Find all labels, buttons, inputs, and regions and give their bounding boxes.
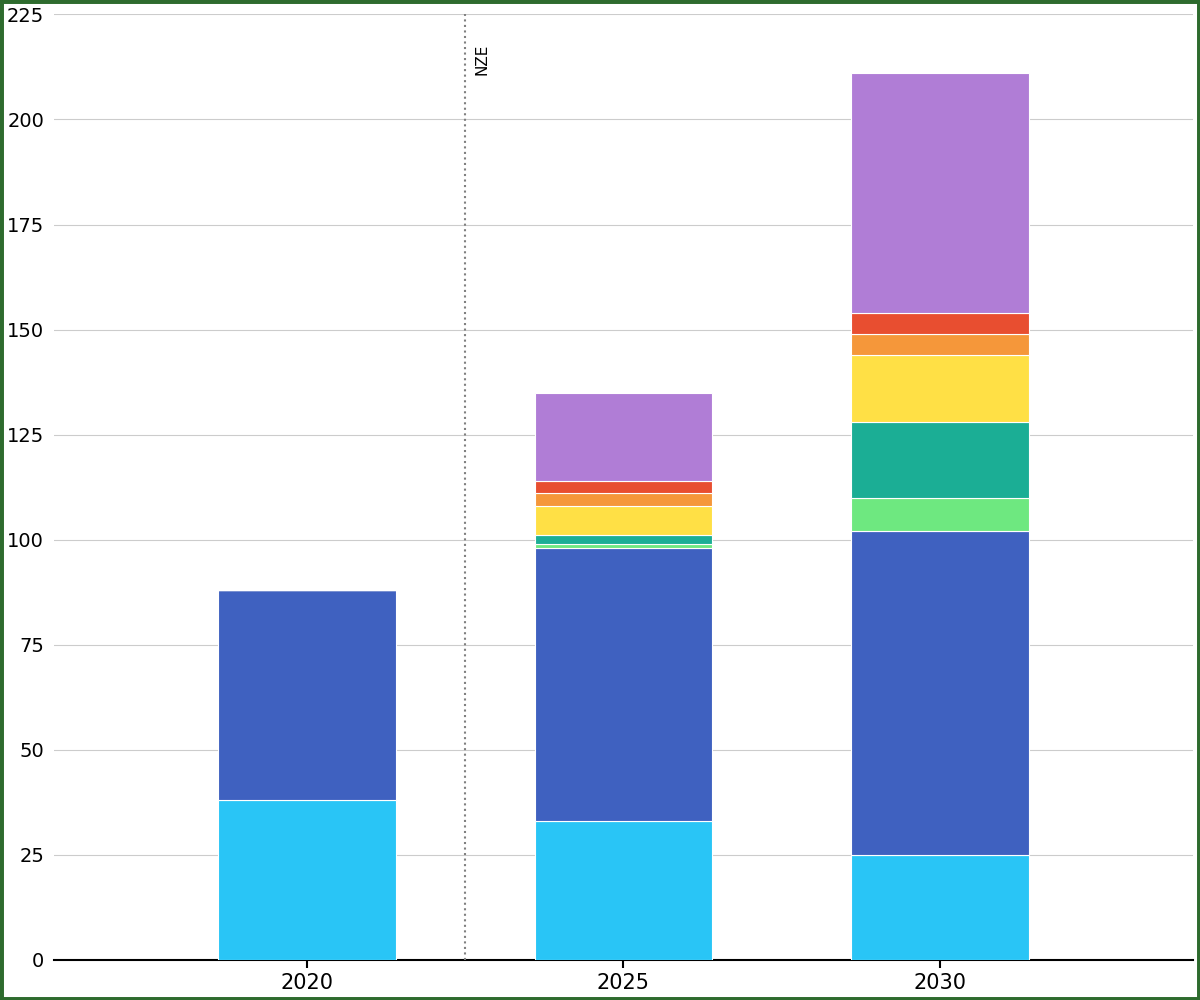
Bar [535, 506, 712, 535]
Bar [851, 355, 1028, 422]
Bar [218, 800, 396, 960]
Bar [851, 422, 1028, 498]
Bar [535, 544, 712, 548]
Bar [535, 481, 712, 493]
Bar [535, 393, 712, 481]
Bar [851, 531, 1028, 855]
Bar [535, 493, 712, 506]
Bar [535, 548, 712, 821]
Text: NZE: NZE [475, 44, 490, 75]
Bar [851, 313, 1028, 334]
Bar [851, 73, 1028, 313]
Bar [851, 498, 1028, 531]
Bar [218, 590, 396, 800]
Bar [535, 535, 712, 544]
Bar [851, 855, 1028, 960]
Bar [851, 334, 1028, 355]
Bar [535, 821, 712, 960]
